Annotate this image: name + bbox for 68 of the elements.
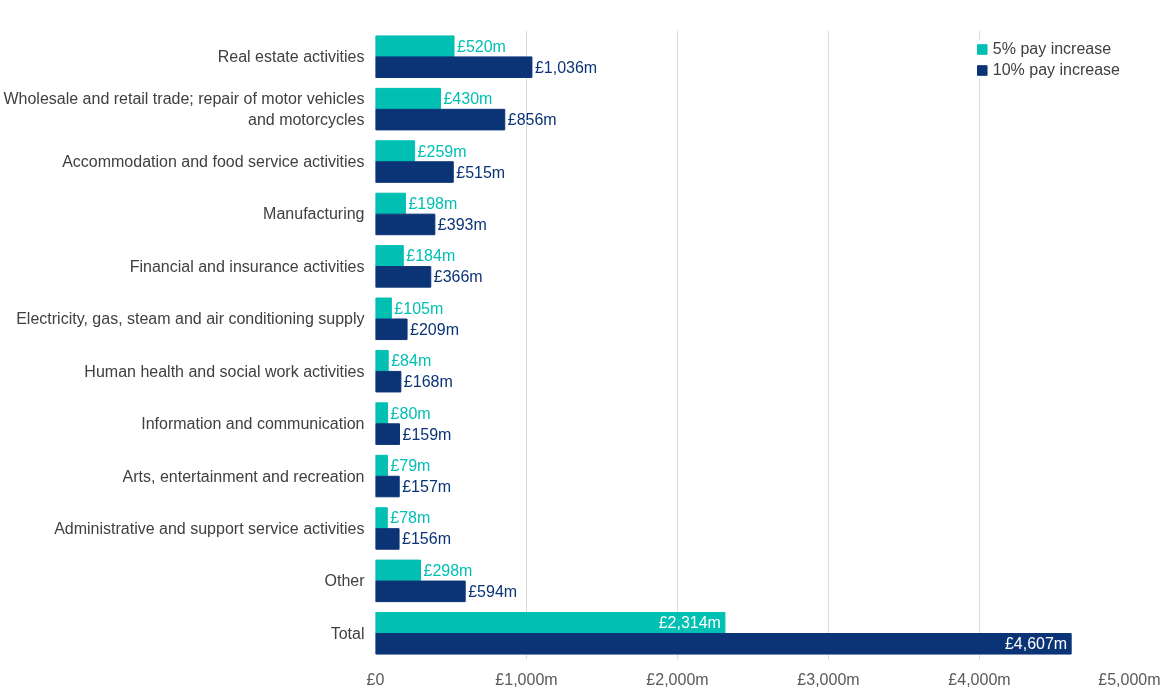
bar	[375, 192, 406, 215]
bar	[375, 35, 455, 57]
data-label: £159m	[402, 425, 452, 443]
y-tick-label: Real estate activities	[217, 48, 365, 66]
data-label: £156m	[402, 530, 451, 548]
bar	[375, 87, 441, 110]
x-tick-label: £4,000m	[948, 670, 1011, 688]
y-tick-label: Manufacturing	[263, 205, 365, 223]
bar	[375, 612, 726, 634]
data-label: £4,607m	[1004, 635, 1068, 653]
bar	[375, 266, 432, 288]
y-tick-label: Information and communication	[141, 415, 365, 433]
y-tick-label: Human health and social work activities	[84, 362, 365, 380]
bar	[375, 370, 402, 393]
data-label: £430m	[443, 90, 493, 108]
bar	[375, 349, 389, 372]
data-label: £184m	[406, 247, 456, 265]
y-tick-label: Wholesale and retail trade; repair of motor vehicles and motorcycles	[3, 90, 365, 128]
bar	[375, 56, 533, 78]
bar	[375, 161, 454, 183]
legend-label: 10% pay increase	[992, 61, 1120, 79]
x-tick-label: £3,000m	[797, 670, 860, 688]
bar	[375, 454, 388, 477]
data-label: £80m	[390, 404, 431, 422]
data-label: £168m	[403, 373, 453, 391]
x-tick-label: £0	[366, 670, 385, 688]
y-tick-label: Total	[330, 624, 365, 642]
bar	[375, 423, 401, 445]
data-label: £259m	[417, 142, 467, 160]
bar	[375, 108, 506, 131]
bar	[375, 213, 436, 236]
bar	[375, 559, 421, 582]
data-label: £157m	[402, 478, 452, 496]
y-tick-label: Arts, entertainment and recreation	[122, 467, 365, 485]
x-tick-label: £1,000m	[495, 670, 558, 688]
bar	[375, 297, 392, 320]
data-label: £1,036m	[534, 58, 598, 76]
bar	[375, 580, 466, 603]
data-label: £520m	[457, 37, 506, 55]
data-label: £515m	[456, 163, 506, 181]
data-label: £856m	[507, 111, 557, 129]
bar	[375, 507, 388, 529]
bar	[375, 402, 389, 424]
x-tick-label: £2,000m	[646, 670, 709, 688]
bar	[375, 245, 404, 267]
data-label: £594m	[468, 582, 518, 600]
y-tick-label: Electricity, gas, steam and air conditioning supply	[16, 310, 365, 328]
data-label: £393m	[437, 215, 487, 233]
y-tick-label: Administrative and support service activities	[54, 519, 365, 537]
legend-label: 5% pay increase	[992, 40, 1112, 58]
y-tick-label: Accommodation and food service activities	[62, 153, 365, 171]
x-tick-label: £5,000m	[1098, 670, 1161, 688]
data-label: £209m	[410, 320, 459, 338]
data-label: £2,314m	[658, 614, 721, 632]
bar	[375, 633, 1072, 655]
data-label: £79m	[390, 457, 431, 475]
y-tick-label: Financial and insurance activities	[129, 257, 365, 275]
bar	[375, 528, 400, 550]
data-label: £84m	[391, 352, 432, 370]
bar	[375, 475, 400, 498]
data-label: £366m	[433, 268, 483, 286]
data-label: £198m	[408, 194, 458, 212]
data-label: £105m	[394, 299, 444, 317]
data-label: £298m	[423, 561, 473, 579]
data-label: £78m	[390, 509, 431, 527]
y-tick-label: Other	[324, 572, 366, 590]
bar	[375, 140, 416, 162]
bar	[375, 318, 408, 341]
